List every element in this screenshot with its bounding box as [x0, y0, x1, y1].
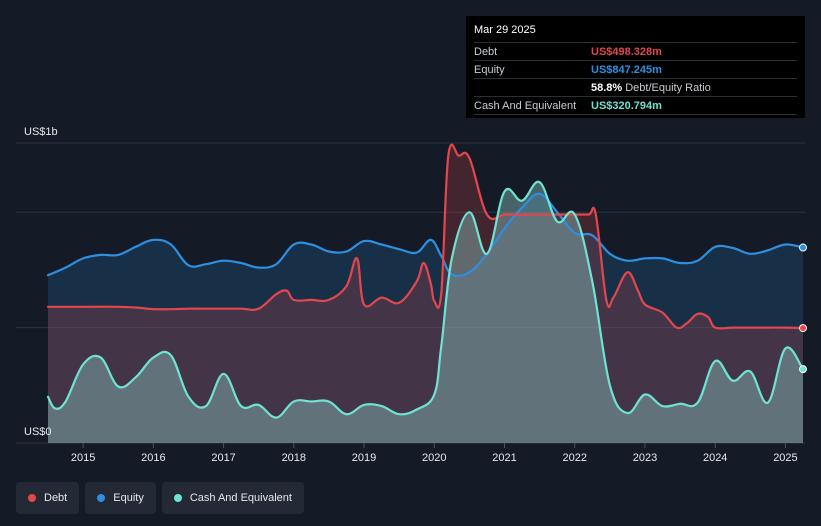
legend-item-debt[interactable]: Debt: [16, 482, 80, 514]
tooltip-equity-value: US$847.245m: [591, 63, 662, 76]
legend-dot-equity: [97, 494, 106, 502]
debt-line: [46, 143, 805, 330]
x-tick-label-2015: 2015: [71, 452, 95, 464]
equity-area: [48, 193, 803, 443]
x-tick-label-2017: 2017: [211, 452, 235, 464]
tooltip-ratio-row: 58.8% Debt/Equity Ratio: [474, 78, 797, 96]
x-tick-label-2022: 2022: [563, 452, 587, 464]
chart-areas: [48, 144, 803, 443]
tooltip-ratio-value: 58.8%: [591, 81, 623, 94]
x-tick-label-2021: 2021: [492, 452, 516, 464]
y-axis-bottom-label: US$0: [24, 426, 52, 438]
legend-item-cash[interactable]: Cash And Equivalent: [161, 482, 304, 514]
legend-dot-debt: [28, 494, 36, 502]
series-endpoints: [799, 243, 807, 374]
x-tick-label-2024: 2024: [703, 452, 727, 464]
tooltip-cash-label: Cash And Equivalent: [474, 99, 577, 112]
x-tick-label-2020: 2020: [422, 452, 446, 464]
chart-lines: [46, 143, 805, 419]
tooltip-debt-value: US$498.328m: [591, 45, 662, 58]
tooltip-debt-row: Debt US$498.328m: [474, 42, 797, 60]
data-tooltip: Mar 29 2025 Debt US$498.328m Equity US$8…: [466, 16, 805, 118]
legend-item-equity[interactable]: Equity: [85, 482, 156, 514]
tooltip-equity-row: Equity US$847.245m: [474, 60, 797, 78]
y-axis-top-label: US$1b: [24, 126, 58, 138]
tooltip-equity-label: Equity: [474, 63, 505, 76]
x-axis-ticks: 2015 2016 2017 2018 2019 2020 2021 2022 2023 2024…: [71, 443, 798, 464]
equity-endpoint: [799, 243, 807, 252]
tooltip-ratio-label: Debt/Equity Ratio: [625, 81, 711, 94]
chart-grid: [16, 142, 805, 444]
x-tick-label-2018: 2018: [282, 452, 306, 464]
x-tick-label-2025: 2025: [773, 452, 797, 464]
x-tick-label-2016: 2016: [141, 452, 165, 464]
debt-area: [48, 144, 803, 443]
legend-label-debt: Debt: [44, 492, 68, 504]
cash-line: [46, 180, 805, 419]
cash-endpoint: [799, 365, 807, 374]
cash-area: [48, 181, 803, 443]
tooltip-cash-value: US$320.794m: [591, 99, 662, 112]
tooltip-date: Mar 29 2025: [474, 24, 536, 36]
equity-line: [46, 192, 805, 278]
x-tick-label-2019: 2019: [352, 452, 376, 464]
tooltip-debt-label: Debt: [474, 45, 498, 58]
legend-label-cash: Cash And Equivalent: [189, 492, 292, 504]
legend-dot-cash: [173, 494, 182, 502]
tooltip-cash-row: Cash And Equivalent US$320.794m: [474, 96, 797, 115]
x-tick-label-2023: 2023: [633, 452, 657, 464]
legend-label-equity: Equity: [113, 492, 144, 504]
chart-legend: Debt Equity Cash And Equivalent: [16, 482, 304, 514]
debt-endpoint: [799, 324, 807, 333]
